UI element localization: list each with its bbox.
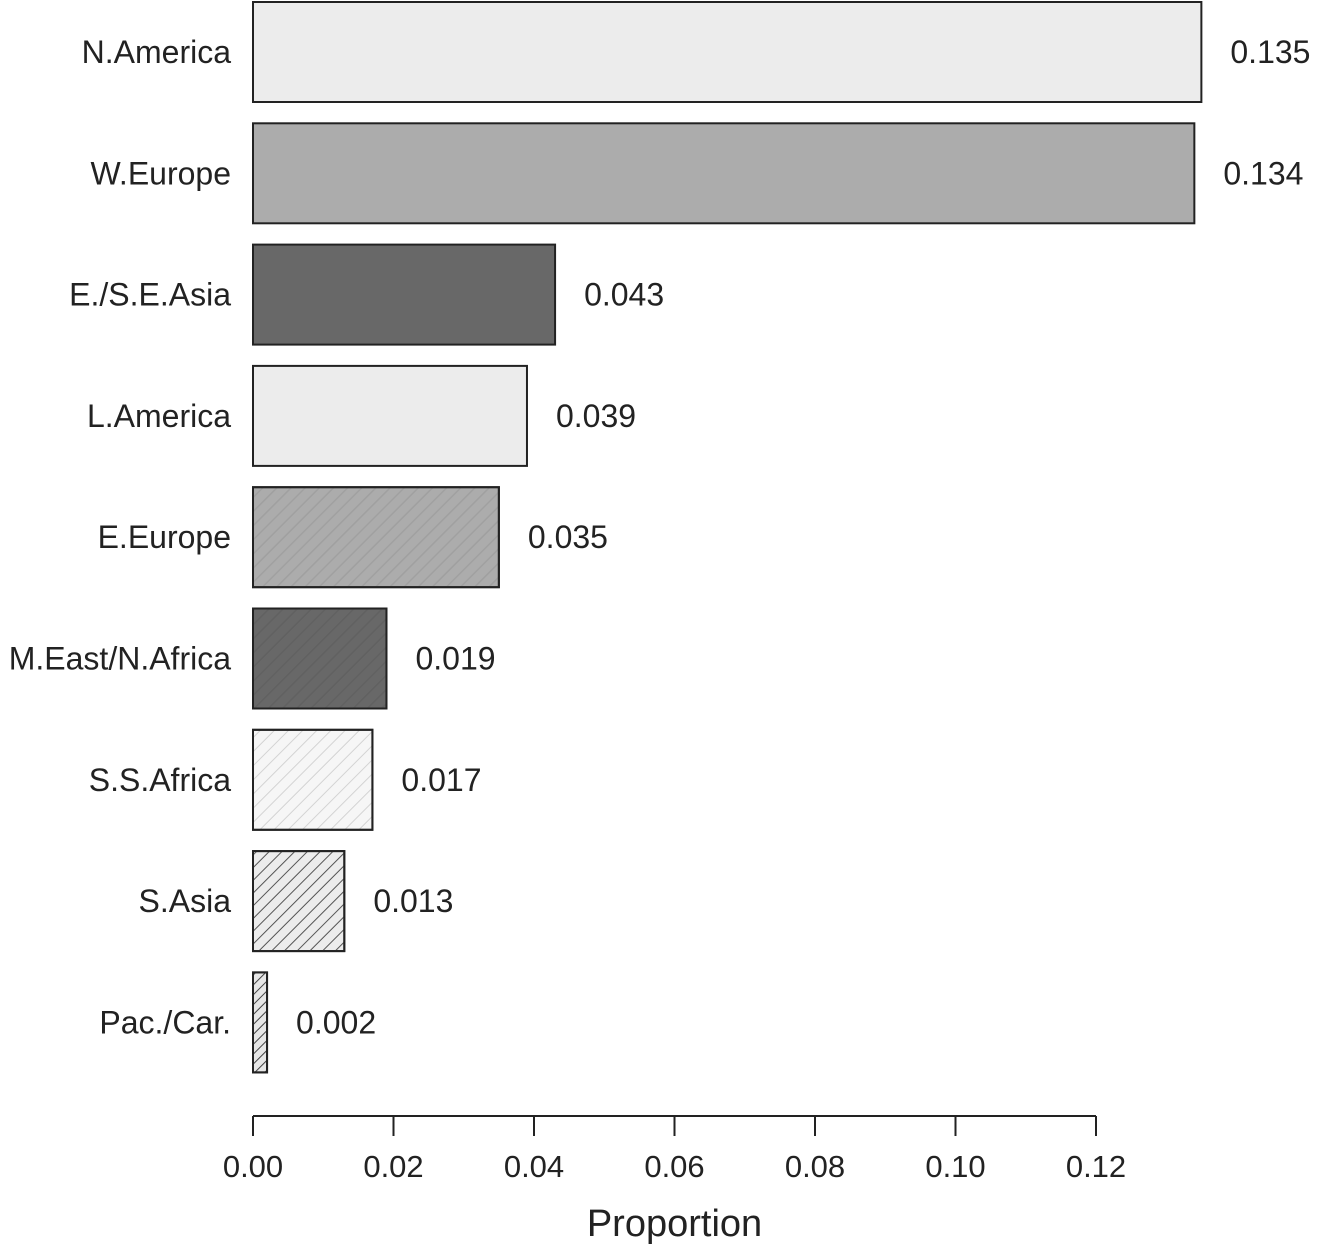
x-tick-label-5: 0.10 (925, 1149, 985, 1184)
category-label-3: L.America (87, 398, 231, 434)
x-axis-title: Proportion (587, 1203, 762, 1245)
category-label-7: S.Asia (139, 883, 232, 919)
value-label-4: 0.035 (528, 519, 608, 555)
bar-3 (252, 364, 528, 467)
x-axis: 0.00 0.02 0.04 0.06 0.08 0.10 0.12 (223, 1115, 1126, 1184)
bar-hatch-6 (252, 728, 374, 831)
x-tick-label-1: 0.02 (363, 1149, 423, 1184)
x-tick-label-0: 0.00 (223, 1149, 283, 1184)
bar-0 (252, 1, 1203, 103)
category-label-8: Pac./Car. (99, 1004, 231, 1040)
value-label-6: 0.017 (401, 762, 481, 798)
value-label-3: 0.039 (556, 398, 636, 434)
category-label-4: E.Europe (98, 519, 231, 555)
category-label-5: M.East/N.Africa (9, 641, 231, 677)
value-label-0: 0.135 (1230, 34, 1310, 70)
bar-hatch-8 (252, 971, 269, 1074)
category-label-2: E./S.E.Asia (69, 277, 231, 313)
bar-2 (252, 243, 557, 346)
value-label-7: 0.013 (373, 883, 453, 919)
bars-group: N.America 0.135 W.Europe 0.134 E./S.E.Asia 0.… (9, 1, 1310, 1074)
value-label-1: 0.134 (1223, 155, 1303, 191)
category-label-1: W.Europe (90, 155, 231, 191)
category-label-6: S.S.Africa (89, 762, 231, 798)
bar-hatch-4 (252, 486, 500, 589)
value-label-5: 0.019 (415, 641, 495, 677)
bar-hatch-5 (252, 607, 388, 710)
x-tick-label-2: 0.04 (504, 1149, 564, 1184)
x-tick-label-6: 0.12 (1066, 1149, 1126, 1184)
value-label-8: 0.002 (296, 1004, 376, 1040)
x-tick-label-4: 0.08 (785, 1149, 845, 1184)
value-label-2: 0.043 (584, 277, 664, 313)
bar-hatch-7 (252, 850, 346, 953)
category-label-0: N.America (82, 34, 232, 70)
x-tick-label-3: 0.06 (644, 1149, 704, 1184)
bar-1 (252, 122, 1196, 225)
